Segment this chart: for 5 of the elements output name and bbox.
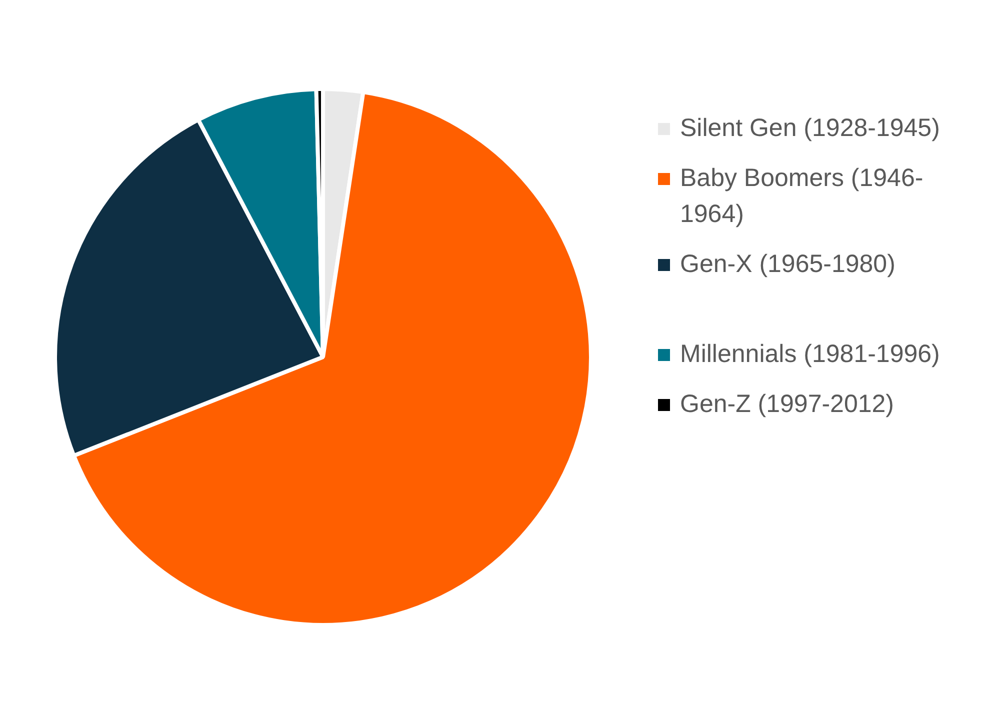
legend-label: Gen-X (1965-1980) bbox=[680, 249, 896, 280]
legend-label: Millennials (1981-1996) bbox=[680, 339, 941, 370]
legend-label: Silent Gen (1928-1945) bbox=[680, 113, 941, 144]
legend-label: Gen-Z (1997-2012) bbox=[680, 389, 896, 420]
legend-label: Baby Boomers (1946-1964) bbox=[680, 163, 924, 230]
